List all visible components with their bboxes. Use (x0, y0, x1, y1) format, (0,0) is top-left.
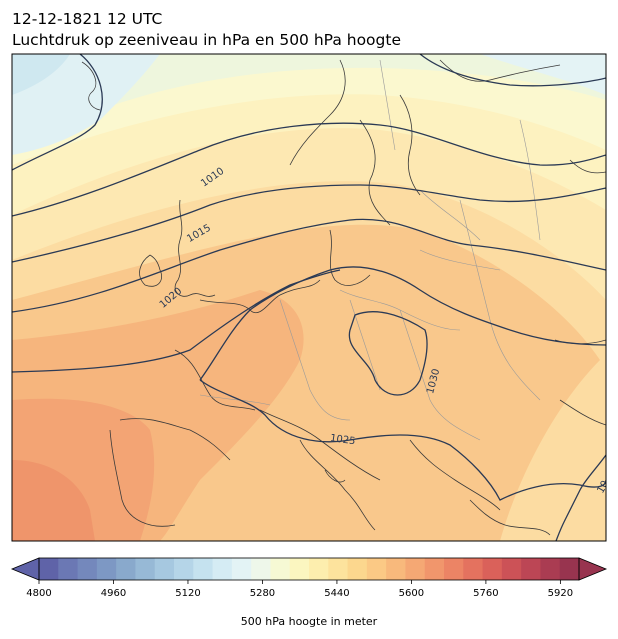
colorbar-tick-label: 5120 (175, 588, 200, 599)
colorbar-max-extension (578, 557, 608, 581)
isobar-label-partial: 10 (595, 479, 611, 496)
colorbar-swatch (463, 558, 484, 580)
colorbar-swatch (501, 558, 522, 580)
colorbar-swatch (174, 558, 194, 580)
colorbar-tick-label: 5760 (473, 588, 498, 599)
map-datetime: 12-12-1821 12 UTC (12, 10, 163, 28)
colorbar-swatch (444, 558, 464, 580)
colorbar-swatches (39, 558, 580, 580)
colorbar-swatch (39, 558, 59, 580)
isobar (12, 54, 103, 171)
colorbar-label: 500 hPa hoogte in meter (240, 615, 378, 628)
map-frame (11, 53, 607, 542)
colorbar-tick-label: 5600 (399, 588, 424, 599)
isobar (12, 269, 341, 373)
colorbar-swatch (231, 558, 252, 580)
colorbar-swatch (424, 558, 445, 580)
colorbar-swatch (116, 558, 136, 580)
isobar (12, 184, 606, 263)
colorbar-swatch (77, 558, 98, 580)
colorbar-swatch (521, 558, 541, 580)
colorbar-swatch (212, 558, 233, 580)
isobar-label-1025: 1025 (329, 433, 356, 447)
colorbar-tick-label: 5280 (250, 588, 275, 599)
colorbar-swatch (289, 558, 310, 580)
isobars (12, 54, 606, 541)
isobar (199, 266, 606, 381)
height-band (60, 54, 606, 110)
colorbar-tick-label: 4800 (26, 588, 51, 599)
map-title: Luchtdruk op zeeniveau in hPa en 500 hPa… (12, 31, 401, 49)
colorbar-swatch (270, 558, 291, 580)
height-band (12, 54, 70, 95)
country-borders (199, 59, 541, 441)
height-band (12, 54, 160, 155)
isobar (12, 218, 606, 313)
colorbar-swatch (347, 558, 368, 580)
colorbar-tick-label: 5440 (324, 588, 349, 599)
colorbar-tick-label: 4960 (101, 588, 126, 599)
colorbar-swatch (540, 558, 561, 580)
isobar (199, 379, 606, 501)
isobar (348, 311, 428, 396)
colorbar-swatch (96, 558, 117, 580)
colorbar-swatch (328, 558, 349, 580)
colorbar-swatch (251, 558, 271, 580)
colorbar-swatch (405, 558, 426, 580)
colorbar-swatch (58, 558, 79, 580)
colorbar-swatch (135, 558, 156, 580)
colorbar-swatch (366, 558, 387, 580)
height-band (480, 54, 606, 95)
colorbar-swatch (193, 558, 214, 580)
colorbar-swatch (386, 558, 406, 580)
colorbar-swatch (309, 558, 329, 580)
colorbar-min-extension (10, 557, 40, 581)
colorbar-frame (38, 557, 580, 581)
isobar (555, 454, 606, 541)
isobar (419, 54, 606, 87)
colorbar-swatch (559, 558, 580, 580)
colorbar-swatch (154, 558, 175, 580)
isobar (12, 122, 606, 217)
height-band (12, 460, 95, 541)
colorbar-swatch (482, 558, 503, 580)
colorbar-tick-label: 5920 (548, 588, 573, 599)
